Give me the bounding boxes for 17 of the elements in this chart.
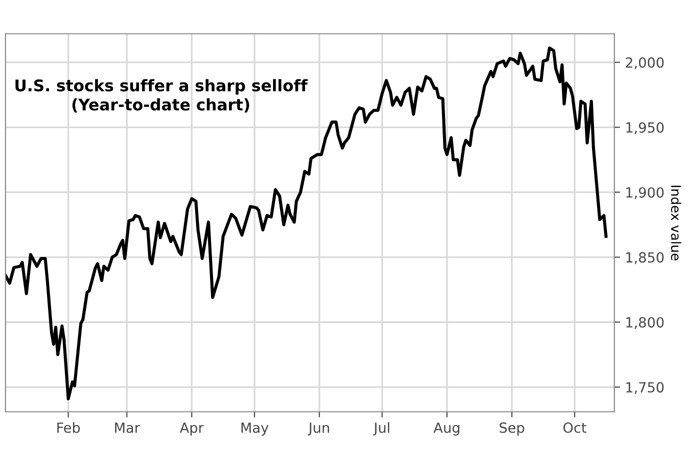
y-tick-label: 1,800 xyxy=(626,317,664,330)
annotation: U.S. stocks suffer a sharp selloff (Year-to-date chart) xyxy=(15,79,308,112)
y-tick-label: 1,750 xyxy=(626,382,664,394)
x-tick-label: Jun xyxy=(308,422,330,436)
y-tick-label: 1,850 xyxy=(626,252,664,264)
x-tick-label: Jul xyxy=(373,422,390,436)
y-tick-label: 1,900 xyxy=(626,187,664,200)
x-tick-label: Sep xyxy=(500,422,524,436)
x-tick-label: Aug xyxy=(434,422,460,436)
y-tick-label: 1,950 xyxy=(626,122,664,134)
x-tick-label: Feb xyxy=(57,422,80,433)
x-tick-label: May xyxy=(242,422,268,436)
x-tick-label: Apr xyxy=(180,422,204,436)
x-tick-label: Oct xyxy=(563,422,586,433)
x-tick-label: Mar xyxy=(115,422,140,433)
y-axis-title: Index value xyxy=(671,186,682,260)
y-tick-label: 2,000 xyxy=(626,57,664,70)
